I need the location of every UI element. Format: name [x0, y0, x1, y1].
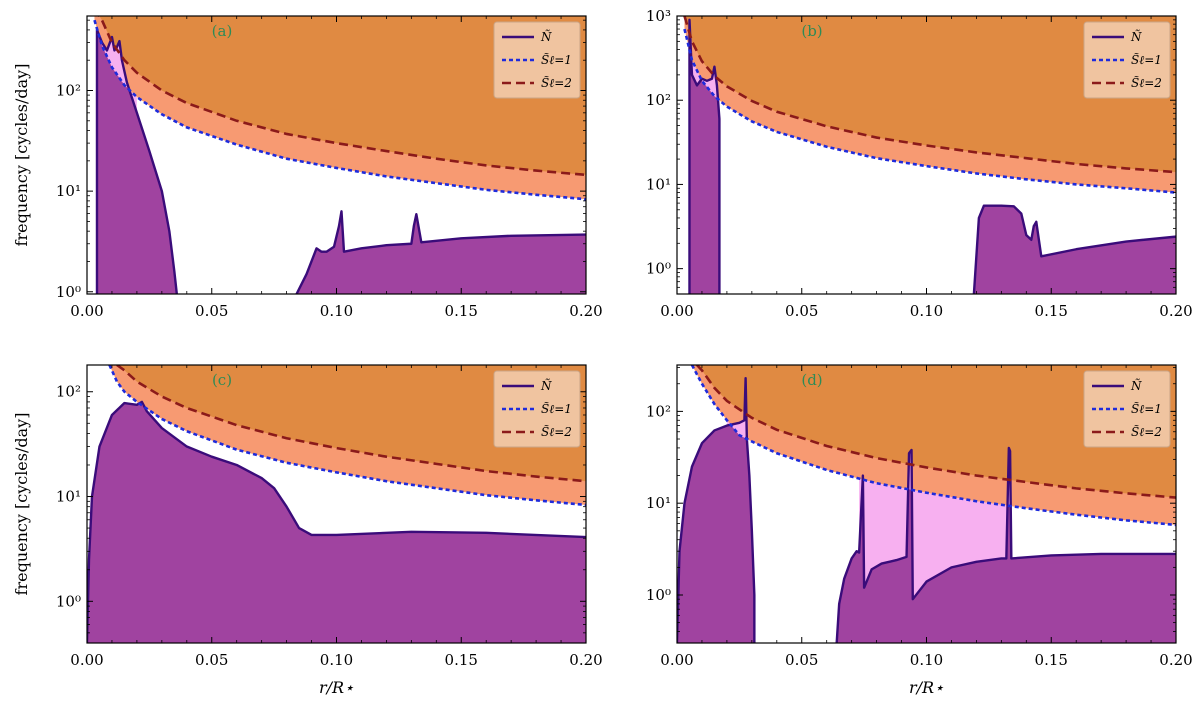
legend-label-3: S̃ℓ=2 [1131, 424, 1162, 439]
x-tick-label: 0.20 [1159, 651, 1192, 669]
x-tick-label: 0.15 [445, 651, 478, 669]
legend-label-2: S̃ℓ=1 [541, 52, 572, 67]
x-tick-label: 0.05 [195, 302, 228, 320]
panel-label: (d) [801, 371, 822, 389]
x-tick-label: 0.05 [195, 651, 228, 669]
s2-line [97, 16, 586, 177]
y-tick-label: 10³ [646, 7, 671, 25]
panel-label: (b) [801, 22, 822, 40]
legend-label-2: S̃ℓ=1 [541, 401, 572, 416]
y-tick-label: 10¹ [56, 182, 81, 200]
y-tick-label: 10⁰ [56, 592, 81, 610]
legend-label-1: Ñ [1130, 378, 1142, 393]
y-axis-label: frequency [cycles/day] [12, 413, 31, 596]
y-tick-label: 10¹ [646, 494, 671, 512]
y-tick-label: 10² [56, 82, 81, 100]
n-fill-2 [836, 447, 1176, 643]
legend-box [1083, 370, 1171, 448]
region-above-s2 [684, 16, 1176, 173]
s1-line [690, 365, 1176, 527]
n-line-1 [677, 376, 756, 643]
panel-3: 0.00 0.05 0.10 0.15 0.20 10⁰ 10¹ 10² frequency [… [12, 364, 603, 697]
n-line-2 [972, 204, 1176, 294]
x-tick-label: 0.00 [70, 302, 103, 320]
x-tick-label: 0.10 [320, 302, 353, 320]
plot-area [677, 365, 1176, 643]
y-tick-label: 10⁰ [56, 283, 81, 301]
n-line-2 [295, 210, 586, 294]
legend: Ñ S̃ℓ=1 S̃ℓ=2 [1083, 370, 1171, 448]
n-fill-2 [296, 211, 586, 294]
legend-label-1: Ñ [1130, 29, 1142, 44]
legend-box [493, 21, 581, 99]
x-axis-label: r/R⋆ [909, 678, 944, 697]
n-line-2 [835, 446, 1176, 643]
legend: Ñ S̃ℓ=1 S̃ℓ=2 [493, 21, 581, 99]
x-tick-label: 0.10 [910, 651, 943, 669]
legend-label-2: S̃ℓ=1 [1131, 401, 1162, 416]
x-tick-label: 0.20 [569, 651, 602, 669]
plot-area [87, 365, 586, 643]
x-tick-label: 0.15 [445, 302, 478, 320]
region-above-s2 [696, 365, 1176, 498]
legend-label-1: Ñ [540, 29, 552, 44]
x-axis-label: r/R⋆ [319, 678, 354, 697]
s1-line [683, 28, 1176, 194]
n-fill-1 [87, 401, 586, 643]
x-tick-label: 0.15 [1035, 302, 1068, 320]
y-tick-label: 10² [56, 383, 81, 401]
n-overlap-fill [689, 19, 720, 294]
legend-label-3: S̃ℓ=2 [1131, 75, 1162, 90]
x-tick-label: 0.05 [785, 302, 818, 320]
legend-label-1: Ñ [540, 378, 552, 393]
y-tick-label: 10⁰ [646, 586, 671, 604]
legend-label-3: S̃ℓ=2 [541, 424, 572, 439]
panel-label: (c) [212, 371, 232, 389]
legend-label-2: S̃ℓ=1 [1131, 52, 1162, 67]
panel-1: 0.00 0.05 0.10 0.15 0.20 10⁰ 10¹ 10² frequency [… [12, 15, 603, 320]
s1-line [108, 365, 586, 507]
n-fill-1 [96, 29, 177, 294]
legend-box [493, 370, 581, 448]
x-tick-label: 0.15 [1035, 651, 1068, 669]
legend-label-3: S̃ℓ=2 [541, 75, 572, 90]
n-overlap-fill [726, 378, 747, 440]
legend: Ñ S̃ℓ=1 S̃ℓ=2 [1083, 21, 1171, 99]
n-line-1 [87, 400, 586, 643]
x-tick-label: 0.20 [1159, 302, 1192, 320]
y-axis-label: frequency [cycles/day] [12, 64, 31, 247]
x-tick-label: 0.00 [660, 302, 693, 320]
region-above-s2 [99, 16, 586, 175]
panel-4: 0.00 0.05 0.10 0.15 0.20 10⁰ 10¹ 10² r/R⋆ (d) Ñ S̃ℓ… [646, 364, 1193, 697]
x-tick-label: 0.00 [70, 651, 103, 669]
plot-area [93, 16, 586, 294]
n-fill-1 [677, 378, 755, 643]
s2-line [683, 16, 1176, 174]
n-line-1 [95, 28, 179, 294]
y-tick-label: 10⁰ [646, 260, 671, 278]
panel-2: 0.00 0.05 0.10 0.15 0.20 10⁰ 10¹ 10² 10³ (b) Ñ S̃ℓ=… [646, 7, 1193, 320]
x-tick-label: 0.20 [569, 302, 602, 320]
x-tick-label: 0.00 [660, 651, 693, 669]
plot-area [683, 16, 1176, 294]
legend-box [1083, 21, 1171, 99]
legend: Ñ S̃ℓ=1 S̃ℓ=2 [493, 370, 581, 448]
y-tick-label: 10¹ [646, 175, 671, 193]
y-tick-label: 10² [646, 91, 671, 109]
region-above-s2 [116, 365, 586, 482]
y-tick-label: 10² [646, 402, 671, 420]
s2-line [116, 365, 586, 483]
x-tick-label: 0.10 [910, 302, 943, 320]
panel-label: (a) [212, 22, 233, 40]
x-tick-label: 0.10 [320, 651, 353, 669]
x-tick-label: 0.05 [785, 651, 818, 669]
n-fill-2 [973, 205, 1176, 294]
s2-line [696, 365, 1176, 499]
s1-line [93, 19, 586, 201]
n-overlap-fill [96, 28, 137, 113]
y-tick-label: 10¹ [56, 488, 81, 506]
